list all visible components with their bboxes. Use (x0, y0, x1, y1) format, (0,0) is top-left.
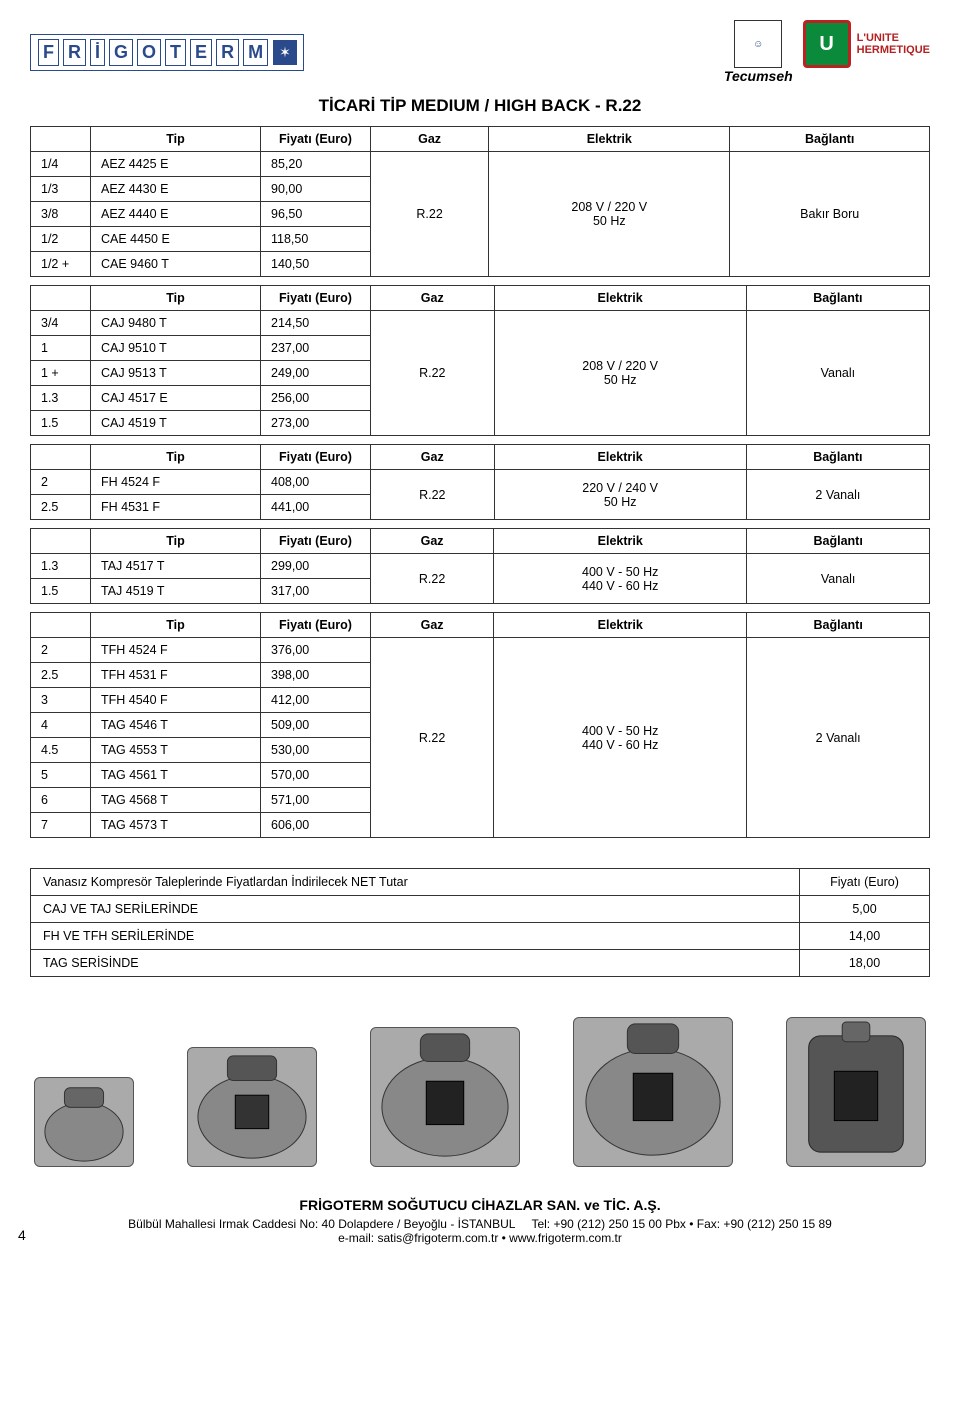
compressor-image-4 (573, 1017, 733, 1167)
page-number: 4 (18, 1227, 26, 1243)
discount-header-left: Vanasız Kompresör Taleplerinde Fiyatlard… (31, 869, 800, 896)
price-table-5: TipFiyatı (Euro)GazElektrikBağlantı 2TFH… (30, 612, 930, 838)
compressor-image-2 (187, 1047, 317, 1167)
col-gaz: Gaz (371, 127, 489, 152)
col-fiyat: Fiyatı (Euro) (261, 127, 371, 152)
unite-line2: HERMETIQUE (857, 44, 930, 56)
page-title: TİCARİ TİP MEDIUM / HIGH BACK - R.22 (30, 96, 930, 116)
unite-line1: L'UNITE (857, 32, 930, 44)
page-footer: FRİGOTERM SOĞUTUCU CİHAZLAR SAN. ve TİC.… (30, 1197, 930, 1245)
col-tip: Tip (91, 127, 261, 152)
brand-logos-right: ☺ Tecumseh U L'UNITE HERMETIQUE (724, 20, 930, 84)
compressor-image-5 (786, 1017, 926, 1167)
tecumseh-text: Tecumseh (724, 68, 793, 84)
price-table-4: TipFiyatı (Euro)GazElektrikBağlantı 1.3T… (30, 528, 930, 604)
footer-email: e-mail: satis@frigoterm.com.tr • www.fri… (30, 1231, 930, 1245)
discount-table: Vanasız Kompresör Taleplerinde Fiyatlard… (30, 868, 930, 977)
price-table-3: TipFiyatı (Euro)GazElektrikBağlantı 2FH … (30, 444, 930, 520)
unite-logo-block: U L'UNITE HERMETIQUE (803, 20, 930, 68)
price-table-2: TipFiyatı (Euro)GazElektrikBağlantı 3/4C… (30, 285, 930, 436)
brand-logo-left: FRİGOTERM✶ (30, 34, 304, 71)
col-elektrik: Elektrik (489, 127, 730, 152)
page-header: FRİGOTERM✶ ☺ Tecumseh U L'UNITE HERMETIQ… (30, 20, 930, 84)
tecumseh-logo: ☺ Tecumseh (724, 20, 793, 84)
compressor-images-row (30, 1017, 930, 1167)
discount-header-right: Fiyatı (Euro) (800, 869, 930, 896)
price-table-1: Tip Fiyatı (Euro) Gaz Elektrik Bağlantı … (30, 126, 930, 277)
compressor-image-3 (370, 1027, 520, 1167)
footer-address: Bülbül Mahallesi Irmak Caddesi No: 40 Do… (128, 1217, 515, 1231)
snowflake-icon: ✶ (273, 40, 297, 65)
footer-tel: Tel: +90 (212) 250 15 00 Pbx • Fax: +90 … (531, 1217, 831, 1231)
unite-icon: U (803, 20, 851, 68)
footer-company: FRİGOTERM SOĞUTUCU CİHAZLAR SAN. ve TİC.… (30, 1197, 930, 1213)
col-baglanti: Bağlantı (730, 127, 930, 152)
compressor-image-1 (34, 1077, 134, 1167)
